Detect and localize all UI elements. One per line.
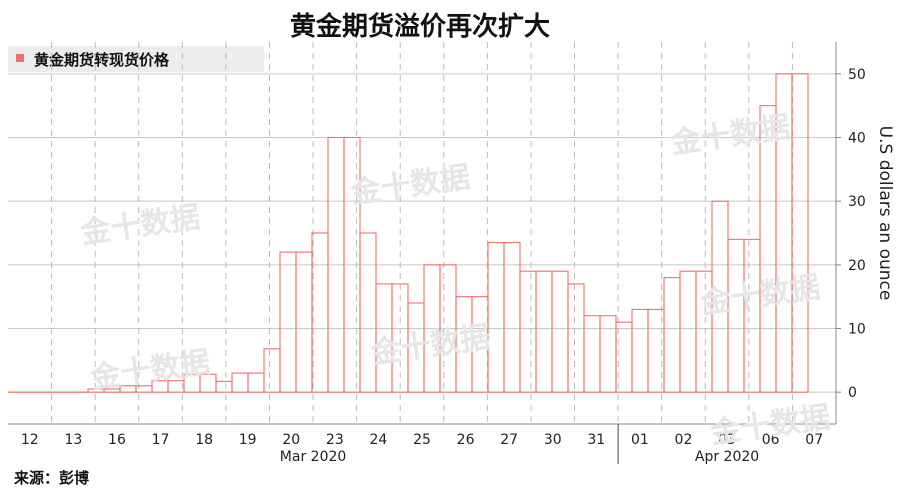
bar-45 [727,238,745,393]
bar-47 [759,105,777,393]
bar-25 [407,302,425,393]
y-tick-label-4: 40 [848,131,866,147]
bar-35 [567,283,585,393]
bar-9 [151,380,169,393]
x-tick-label-4: 18 [195,432,213,448]
bar-28 [455,296,473,393]
y-axis-label: U.S dollars an ounce [875,126,895,301]
bar-10 [167,380,185,393]
x-tick-label-1: 13 [64,432,82,448]
legend: 黄金期货转现货价格 [8,46,264,72]
x-tick-label-18: 07 [805,432,823,448]
x-tick-label-7: 23 [326,432,344,448]
y-tick-label-3: 30 [848,194,866,210]
bar-13 [215,380,233,393]
bar-43 [695,270,713,393]
x-tick-label-9: 25 [413,432,431,448]
x-tick-label-0: 12 [21,432,39,448]
month-label-0: Mar 2020 [280,449,347,465]
x-tick-label-3: 17 [152,432,170,448]
bar-41 [663,277,681,393]
y-tick-label-1: 10 [848,322,866,338]
x-tick-label-5: 19 [239,432,257,448]
bar-15 [247,372,265,393]
bar-18 [295,251,313,393]
bar-6 [103,388,121,393]
bar-33 [535,270,553,393]
legend-swatch [16,54,24,62]
x-tick-label-12: 30 [544,432,562,448]
y-tick-label-5: 50 [848,67,866,83]
bar-37 [599,315,617,393]
source-note: 来源：彭博 [14,469,90,487]
x-tick-label-2: 16 [108,432,126,448]
x-tick-label-17: 06 [762,432,780,448]
y-tick-label-2: 20 [848,258,866,274]
x-tick-label-15: 02 [675,432,693,448]
chart-title: 黄金期货溢价再次扩大 [289,12,550,42]
x-tick-label-13: 31 [587,432,605,448]
x-tick-label-14: 01 [631,432,649,448]
x-tick-label-8: 24 [370,432,388,448]
bar-32 [519,270,537,393]
x-tick-label-10: 26 [457,432,475,448]
bar-19 [311,232,329,393]
bar-36 [583,315,601,393]
bar-11 [183,373,201,393]
bar-16 [263,348,281,393]
bar-39 [631,308,649,393]
bar-23 [375,283,393,393]
bar-42 [679,270,697,393]
bar-34 [551,270,569,393]
bar-17 [279,251,297,393]
x-tick-label-11: 27 [500,432,518,448]
bar-7 [119,385,137,393]
bar-48 [775,73,793,393]
bar-29 [471,296,489,393]
bar-44 [711,200,729,393]
x-tick-label-6: 20 [282,432,300,448]
bar-14 [231,372,249,393]
y-tick-label-0: 0 [848,385,857,401]
bar-12 [199,373,217,393]
month-label-1: Apr 2020 [695,449,759,465]
bar-49 [791,73,809,393]
x-tick-label-16: 03 [718,432,736,448]
bar-5 [87,388,105,393]
bar-46 [743,238,761,393]
bar-22 [359,232,377,393]
legend-label: 黄金期货转现货价格 [34,51,170,69]
